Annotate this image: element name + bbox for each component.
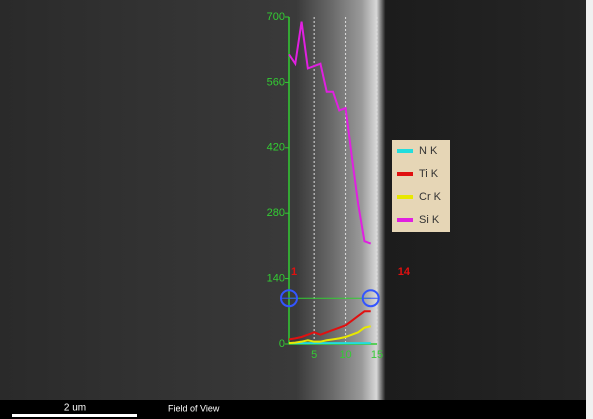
cursor-label: 1 <box>291 266 297 278</box>
legend-swatch <box>397 195 413 199</box>
legend-swatch <box>397 172 413 176</box>
border <box>586 0 593 419</box>
y-tick-label: 280 <box>267 207 285 219</box>
legend-label: Ti K <box>419 168 439 180</box>
legend-label: Si K <box>419 214 440 226</box>
legend-swatch <box>397 218 413 222</box>
legend-label: N K <box>419 145 438 157</box>
x-tick-label: 10 <box>339 349 351 361</box>
scale-bar-label: 2 um <box>64 403 86 414</box>
cursor-label: 14 <box>398 266 411 278</box>
y-tick-label: 700 <box>267 11 285 23</box>
legend-swatch <box>397 149 413 153</box>
footer-label: Field of View <box>168 403 220 413</box>
y-tick-label: 560 <box>267 76 285 88</box>
x-tick-label: 5 <box>311 349 317 361</box>
y-tick-label: 420 <box>267 142 285 154</box>
legend-label: Cr K <box>419 191 442 203</box>
x-tick-label: 15 <box>371 349 383 361</box>
scale-bar <box>12 414 137 417</box>
screenshot: 2 um Field of View 0 140 280 420 560 700 5 10 15… <box>0 0 593 419</box>
y-tick-label: 0 <box>279 338 285 350</box>
y-tick-label: 140 <box>267 273 285 285</box>
